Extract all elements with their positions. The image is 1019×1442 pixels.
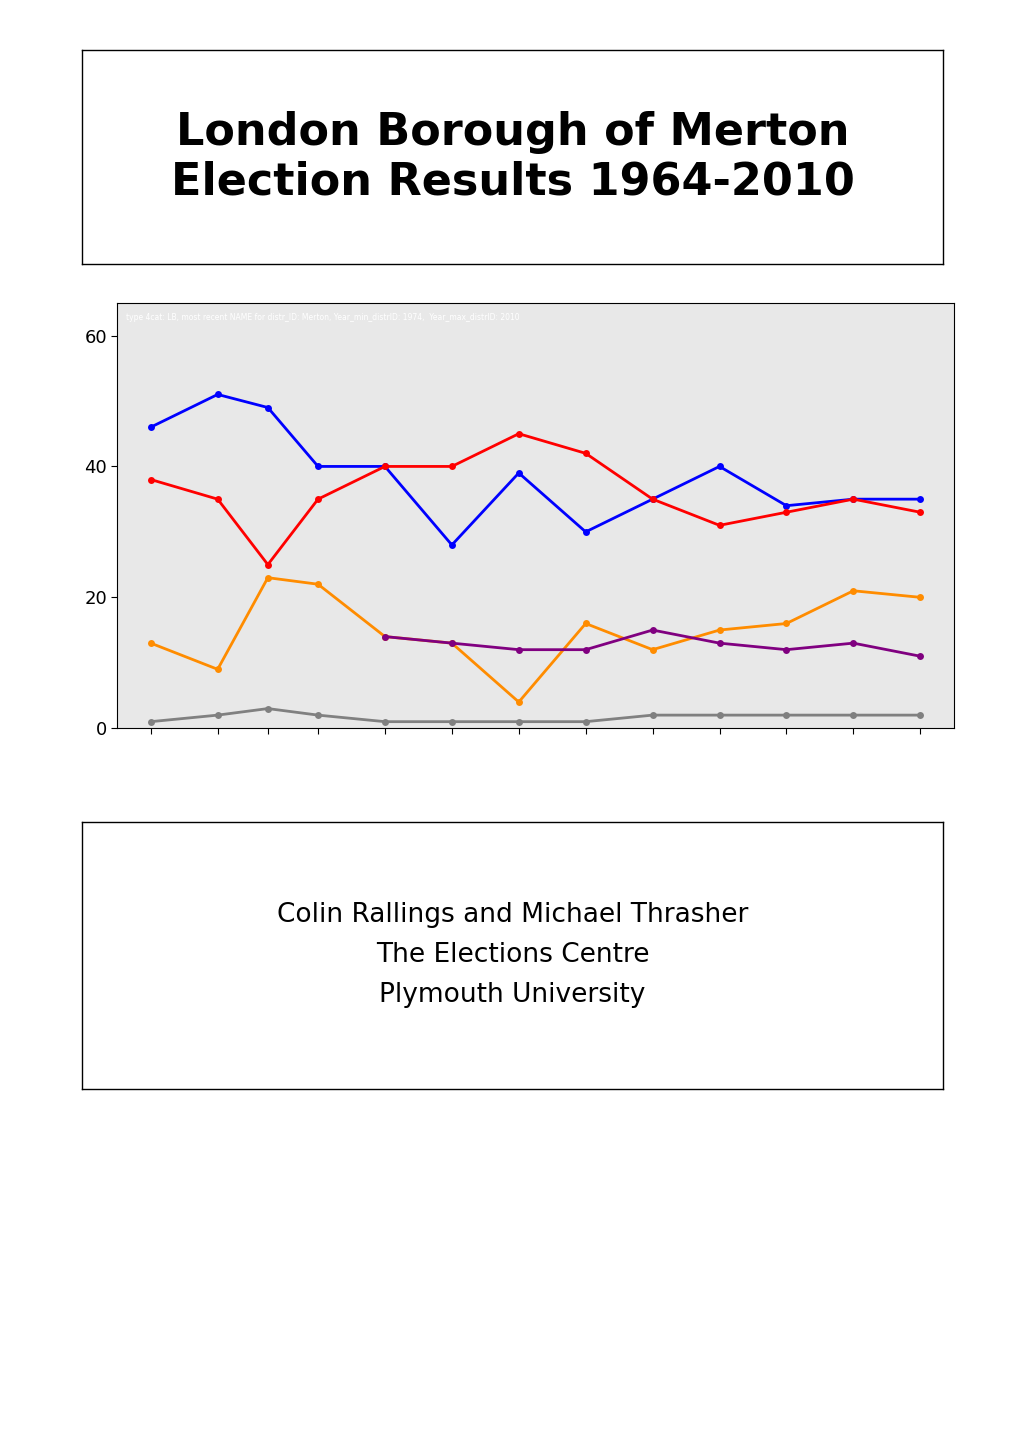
Text: London Borough of Merton
Election Results 1964-2010: London Borough of Merton Election Result…: [170, 111, 854, 203]
Text: Colin Rallings and Michael Thrasher
The Elections Centre
Plymouth University: Colin Rallings and Michael Thrasher The …: [276, 903, 748, 1008]
Text: type 4cat: LB, most recent NAME for distr_ID: Merton, Year_min_distrID: 1974,  Y: type 4cat: LB, most recent NAME for dist…: [125, 313, 519, 323]
